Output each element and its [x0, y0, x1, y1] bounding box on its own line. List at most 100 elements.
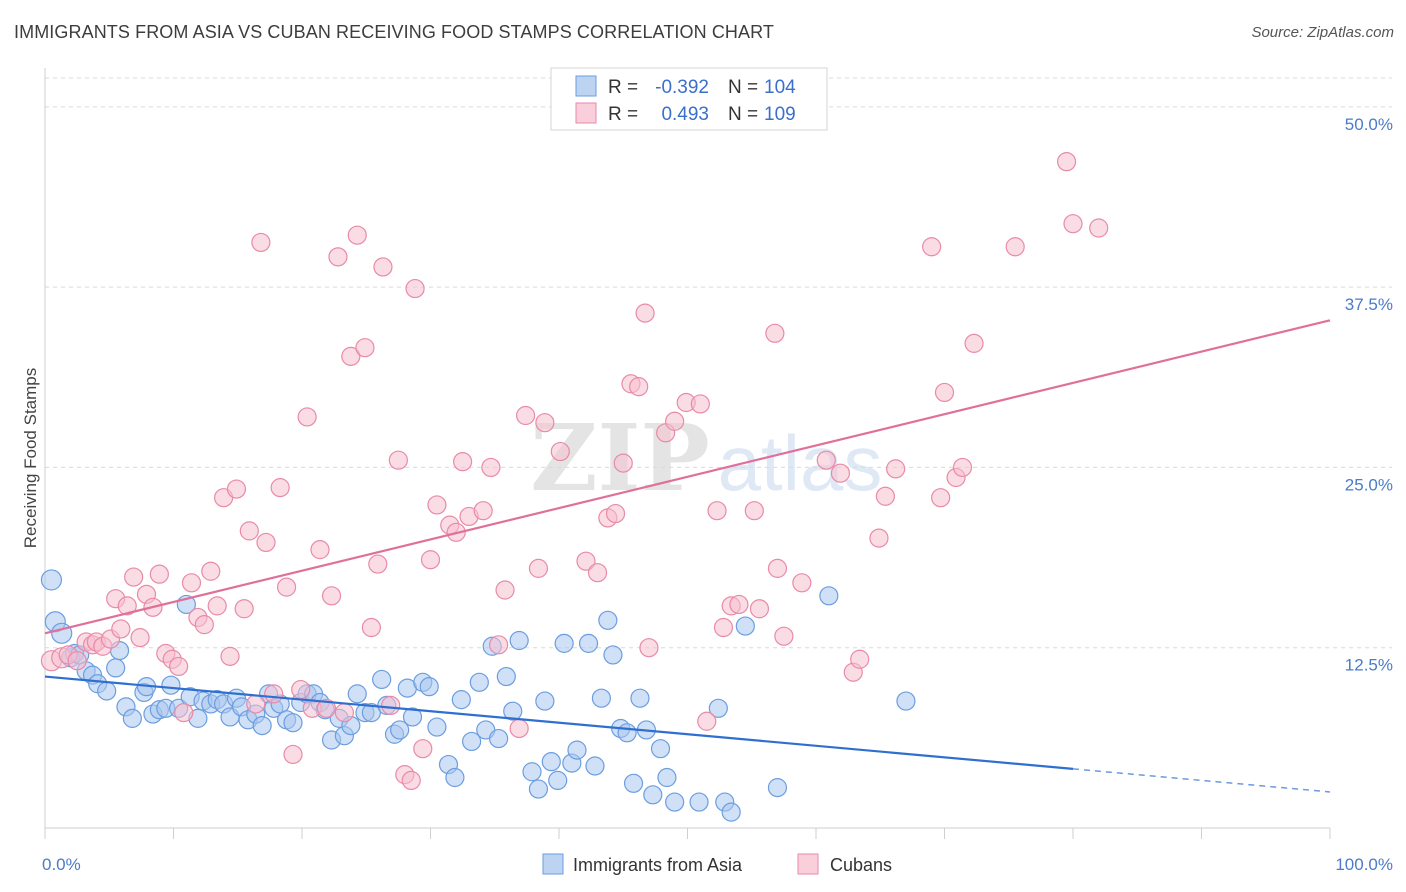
asia-point-74: [541, 752, 561, 772]
asia-point-81: [591, 688, 612, 708]
cuba-point-108: [952, 457, 973, 478]
trend-lines: [44, 319, 1331, 793]
cuba-point-35: [270, 478, 290, 498]
cuba-point-113: [1089, 218, 1109, 238]
asia-point-89: [643, 785, 663, 805]
y-tick-label-1: 25.0%: [1345, 475, 1393, 494]
legend-cuba-r-value: 0.493: [661, 104, 709, 125]
correlation-legend: R = -0.392 N = 104 R = 0.493 N = 109: [550, 67, 828, 131]
asia-point-19: [161, 675, 181, 695]
asia-point-91: [657, 767, 677, 788]
cuba-point-11: [117, 596, 137, 616]
cuba-point-46: [341, 346, 361, 366]
asia-point-87: [630, 688, 650, 708]
cuba-point-30: [239, 521, 259, 541]
cuba-point-73: [576, 551, 596, 571]
asia-point-61: [445, 767, 465, 788]
cuba-point-81: [639, 638, 659, 658]
cuba-point-62: [453, 452, 473, 472]
cuba-point-94: [767, 558, 788, 578]
asia-point-56: [402, 707, 423, 727]
x-tick-label-0: 0.0%: [42, 855, 81, 874]
cuba-point-64: [473, 501, 493, 521]
legend-cuba-n-value: 109: [764, 104, 796, 125]
cuba-point-77: [613, 453, 633, 473]
cuba-point-87: [707, 501, 727, 521]
cuba-point-39: [297, 407, 317, 427]
cuba-point-48: [355, 338, 375, 358]
cuba-point-56: [405, 278, 425, 299]
legend-asia-n-label: N =: [728, 77, 758, 98]
cuba-point-66: [489, 635, 509, 655]
legend-asia-r-value: -0.392: [655, 77, 709, 98]
cuba-point-49: [361, 617, 381, 638]
asia-point-85: [617, 723, 637, 743]
cuba-point-110: [1005, 237, 1025, 257]
legend-asia-n-value: 104: [764, 77, 796, 98]
asia-point-50: [361, 703, 381, 723]
legend-cuba-r-label: R =: [608, 104, 638, 125]
cuba-point-98: [830, 463, 851, 483]
asia-point-9: [97, 681, 117, 701]
asia-point-75: [548, 770, 568, 791]
asia-point-33: [252, 715, 272, 736]
cuba-point-95: [774, 626, 794, 646]
cuba-point-16: [149, 564, 169, 584]
cuba-point-50: [368, 554, 388, 574]
asia-point-62: [451, 690, 471, 710]
asia-point-64: [469, 672, 489, 692]
axes: [44, 68, 1331, 839]
y-axis-label: Receiving Food Stamps: [21, 368, 40, 548]
asia-point-38: [283, 713, 303, 733]
asia-point-10: [106, 658, 126, 678]
asia-point-58: [419, 677, 439, 697]
asia-point-93: [689, 792, 709, 812]
cuba-point-37: [283, 744, 303, 765]
asia-point-71: [522, 762, 542, 782]
asia-point-79: [578, 633, 599, 653]
y-tick-label-0: 12.5%: [1345, 656, 1393, 675]
cuba-point-85: [690, 394, 710, 414]
cuba-point-42: [316, 698, 337, 718]
asia-point-69: [503, 701, 523, 721]
cuba-point-71: [535, 413, 555, 433]
asia-point-100: [896, 691, 916, 711]
asia-point-83: [603, 645, 623, 665]
asia-point-86: [623, 773, 644, 793]
bottom-legend-asia-label: Immigrants from Asia: [573, 855, 743, 875]
cuba-point-101: [869, 528, 889, 548]
bottom-legend-cuba-swatch: [797, 853, 819, 875]
cuba-point-67: [495, 580, 515, 600]
asia-point-59: [427, 717, 447, 737]
cuba-point-38: [291, 679, 311, 700]
asia-point-13: [122, 708, 142, 728]
asia-point-98: [767, 778, 788, 798]
cuba-point-68: [509, 718, 529, 739]
cuba-point-53: [388, 450, 408, 470]
cuba-point-28: [226, 479, 247, 499]
asia-point-99: [819, 586, 839, 606]
cuba-point-74: [587, 563, 608, 583]
legend-cuba-n-label: N =: [728, 104, 758, 125]
cuba-point-32: [251, 232, 271, 253]
cuba-point-76: [605, 503, 626, 524]
series-cubans: [40, 152, 1109, 791]
cuba-point-25: [207, 596, 227, 616]
cuba-point-59: [427, 495, 447, 515]
cuba-point-34: [264, 684, 284, 704]
asia-point-54: [390, 720, 410, 740]
cuba-point-52: [381, 695, 401, 716]
cuba-point-57: [413, 739, 433, 759]
cuba-point-90: [729, 594, 749, 615]
asia-point-80: [585, 756, 605, 776]
cuba-point-102: [875, 486, 895, 506]
cuba-point-19: [169, 656, 189, 677]
asia-point-78: [567, 740, 587, 760]
legend-asia-r-label: R =: [608, 77, 638, 98]
cuba-point-80: [635, 303, 655, 323]
chart-title: IMMIGRANTS FROM ASIA VS CUBAN RECEIVING …: [14, 22, 774, 42]
cuba-point-83: [665, 411, 685, 431]
asia-point-92: [665, 792, 685, 812]
cuba-point-27: [220, 646, 240, 666]
legend-asia-swatch: [575, 75, 597, 97]
